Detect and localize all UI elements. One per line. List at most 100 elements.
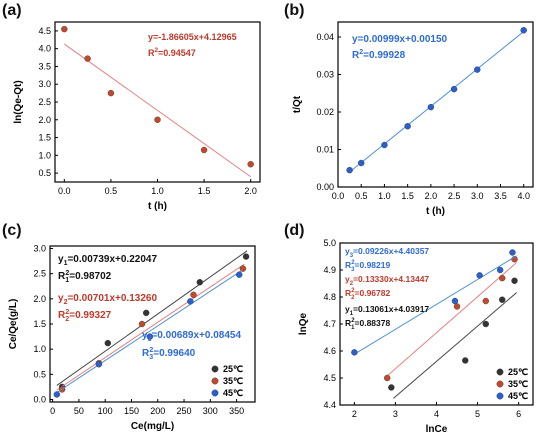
panel-label-b: (b) xyxy=(284,2,305,19)
y-tick-label: 0.02 xyxy=(316,107,334,117)
y-tick-label: 4.5 xyxy=(323,373,336,383)
x-axis-label: Ce(mg/L) xyxy=(131,421,174,432)
data-point xyxy=(499,274,506,282)
y-tick-label: 2.0 xyxy=(38,115,51,125)
data-point xyxy=(476,272,483,279)
fit-line xyxy=(393,292,517,399)
x-tick-label: 2.0 xyxy=(244,186,257,196)
x-axis-label: t (h) xyxy=(426,206,445,217)
x-tick-label: 0 xyxy=(50,406,55,416)
fit-line xyxy=(56,250,248,386)
y-tick-label: 1.5 xyxy=(33,319,46,329)
x-tick-label: 4 xyxy=(434,409,439,419)
y-tick-label: 5.0 xyxy=(323,238,336,248)
plot-frame xyxy=(337,21,534,188)
data-point xyxy=(496,266,504,274)
y-tick-label: 1.0 xyxy=(33,344,46,354)
x-axis-label: lnCe xyxy=(426,424,448,435)
data-point xyxy=(520,27,527,34)
fit-line xyxy=(54,269,243,394)
y-tick-label: 0.5 xyxy=(33,369,46,379)
y-tick-label: 4.9 xyxy=(323,265,336,275)
data-point xyxy=(404,123,411,130)
data-point xyxy=(509,249,516,256)
equation-annotation: R22=0.96782 xyxy=(345,288,390,301)
chart-panel-b: 0.0 0.5 1.0 1.5 2.0 2.5 3.0 3.5 4.0 0.00 0.01 0.02 0… xyxy=(292,21,534,217)
equation-annotation: y=-1.86605x+4.12965 xyxy=(148,32,237,42)
x-tick-label: 2 xyxy=(352,409,357,419)
x-tick-label: 350 xyxy=(229,406,244,416)
x-tick-label: 6 xyxy=(516,409,521,419)
x-tick-label: 50 xyxy=(74,406,84,416)
y-axis-label: Ce/Qe(g/L) xyxy=(8,299,19,350)
chart-panel-c: 0 50 100 150 200 250 300 350 0.0 0.5 1.0 1.5 2.0 2.5 3… xyxy=(8,244,256,432)
x-tick-label: 300 xyxy=(203,406,218,416)
legend-marker xyxy=(496,380,504,388)
equation-annotation: y3=0.00689x+0.08454 xyxy=(142,330,241,343)
x-tick-label: 200 xyxy=(150,406,165,416)
data-point xyxy=(200,146,208,154)
x-tick-label: 2.5 xyxy=(448,191,461,201)
fit-line xyxy=(349,31,525,173)
panel-label-c: (c) xyxy=(2,222,22,239)
fit-line xyxy=(354,255,517,355)
data-point xyxy=(107,89,115,97)
chart-panel-d: 2 3 4 5 6 4.4 4.5 4.6 4.7 4.8 4.9 5.0 lnCe lnQe y3=0.0… xyxy=(298,238,534,435)
data-point xyxy=(384,374,391,382)
data-point xyxy=(381,141,388,149)
legend-label: 45℃ xyxy=(508,391,528,401)
legend-label: 45℃ xyxy=(223,388,243,398)
plot-frame xyxy=(54,21,261,183)
equation-annotation: R12=0.88378 xyxy=(345,318,390,331)
y-tick-label: 2.0 xyxy=(33,294,46,304)
x-tick-label: 1.0 xyxy=(151,186,164,196)
y-tick-label: 1.0 xyxy=(38,150,51,160)
fit-line xyxy=(64,43,251,178)
y-tick-label: 4.0 xyxy=(38,44,51,54)
panel-label-d: (d) xyxy=(284,222,305,239)
y-tick-label: 3.0 xyxy=(38,79,51,89)
y-tick-label: 0.5 xyxy=(38,168,51,178)
legend-label: 25℃ xyxy=(223,364,243,374)
equation-annotation: y1=0.00739x+0.22047 xyxy=(58,254,157,267)
data-point xyxy=(142,309,150,317)
legend-label: 25℃ xyxy=(508,367,528,377)
data-point xyxy=(474,66,481,73)
data-point xyxy=(358,159,365,167)
y-axis-label: lnQe xyxy=(298,312,309,335)
equation-annotation: R12=0.98702 xyxy=(58,270,112,284)
x-tick-label: 100 xyxy=(98,406,113,416)
equation-annotation: R2=0.99928 xyxy=(352,49,406,61)
data-point xyxy=(462,357,469,364)
y-tick-label: 4.5 xyxy=(38,26,51,36)
data-point xyxy=(346,166,353,174)
y-tick-label: 0.04 xyxy=(316,32,334,42)
x-tick-label: 1.5 xyxy=(198,186,211,196)
data-point xyxy=(138,320,146,328)
y-tick-label: 2.5 xyxy=(33,269,46,279)
y-tick-label: 0.01 xyxy=(316,145,334,155)
fit-line xyxy=(386,262,517,377)
y-tick-label: 1.5 xyxy=(38,133,51,143)
data-point xyxy=(53,391,61,398)
data-point xyxy=(450,85,458,93)
equation-annotation: R32=0.98219 xyxy=(345,260,390,273)
data-point xyxy=(196,279,204,286)
x-tick-label: 3 xyxy=(393,409,398,419)
fit-line xyxy=(56,263,245,391)
x-tick-label: 3.0 xyxy=(471,191,484,201)
x-tick-label: 3.5 xyxy=(494,191,507,201)
data-point xyxy=(388,384,395,391)
legend-label: 35℃ xyxy=(508,379,528,389)
data-point xyxy=(427,103,435,111)
data-point xyxy=(190,291,197,299)
legend-label: 35℃ xyxy=(223,376,243,386)
data-point xyxy=(95,361,103,368)
legend-marker xyxy=(211,389,219,397)
y-tick-label: 3.5 xyxy=(38,61,51,71)
data-point xyxy=(511,277,518,284)
data-point xyxy=(236,271,243,278)
x-tick-label: 2.0 xyxy=(425,191,438,201)
